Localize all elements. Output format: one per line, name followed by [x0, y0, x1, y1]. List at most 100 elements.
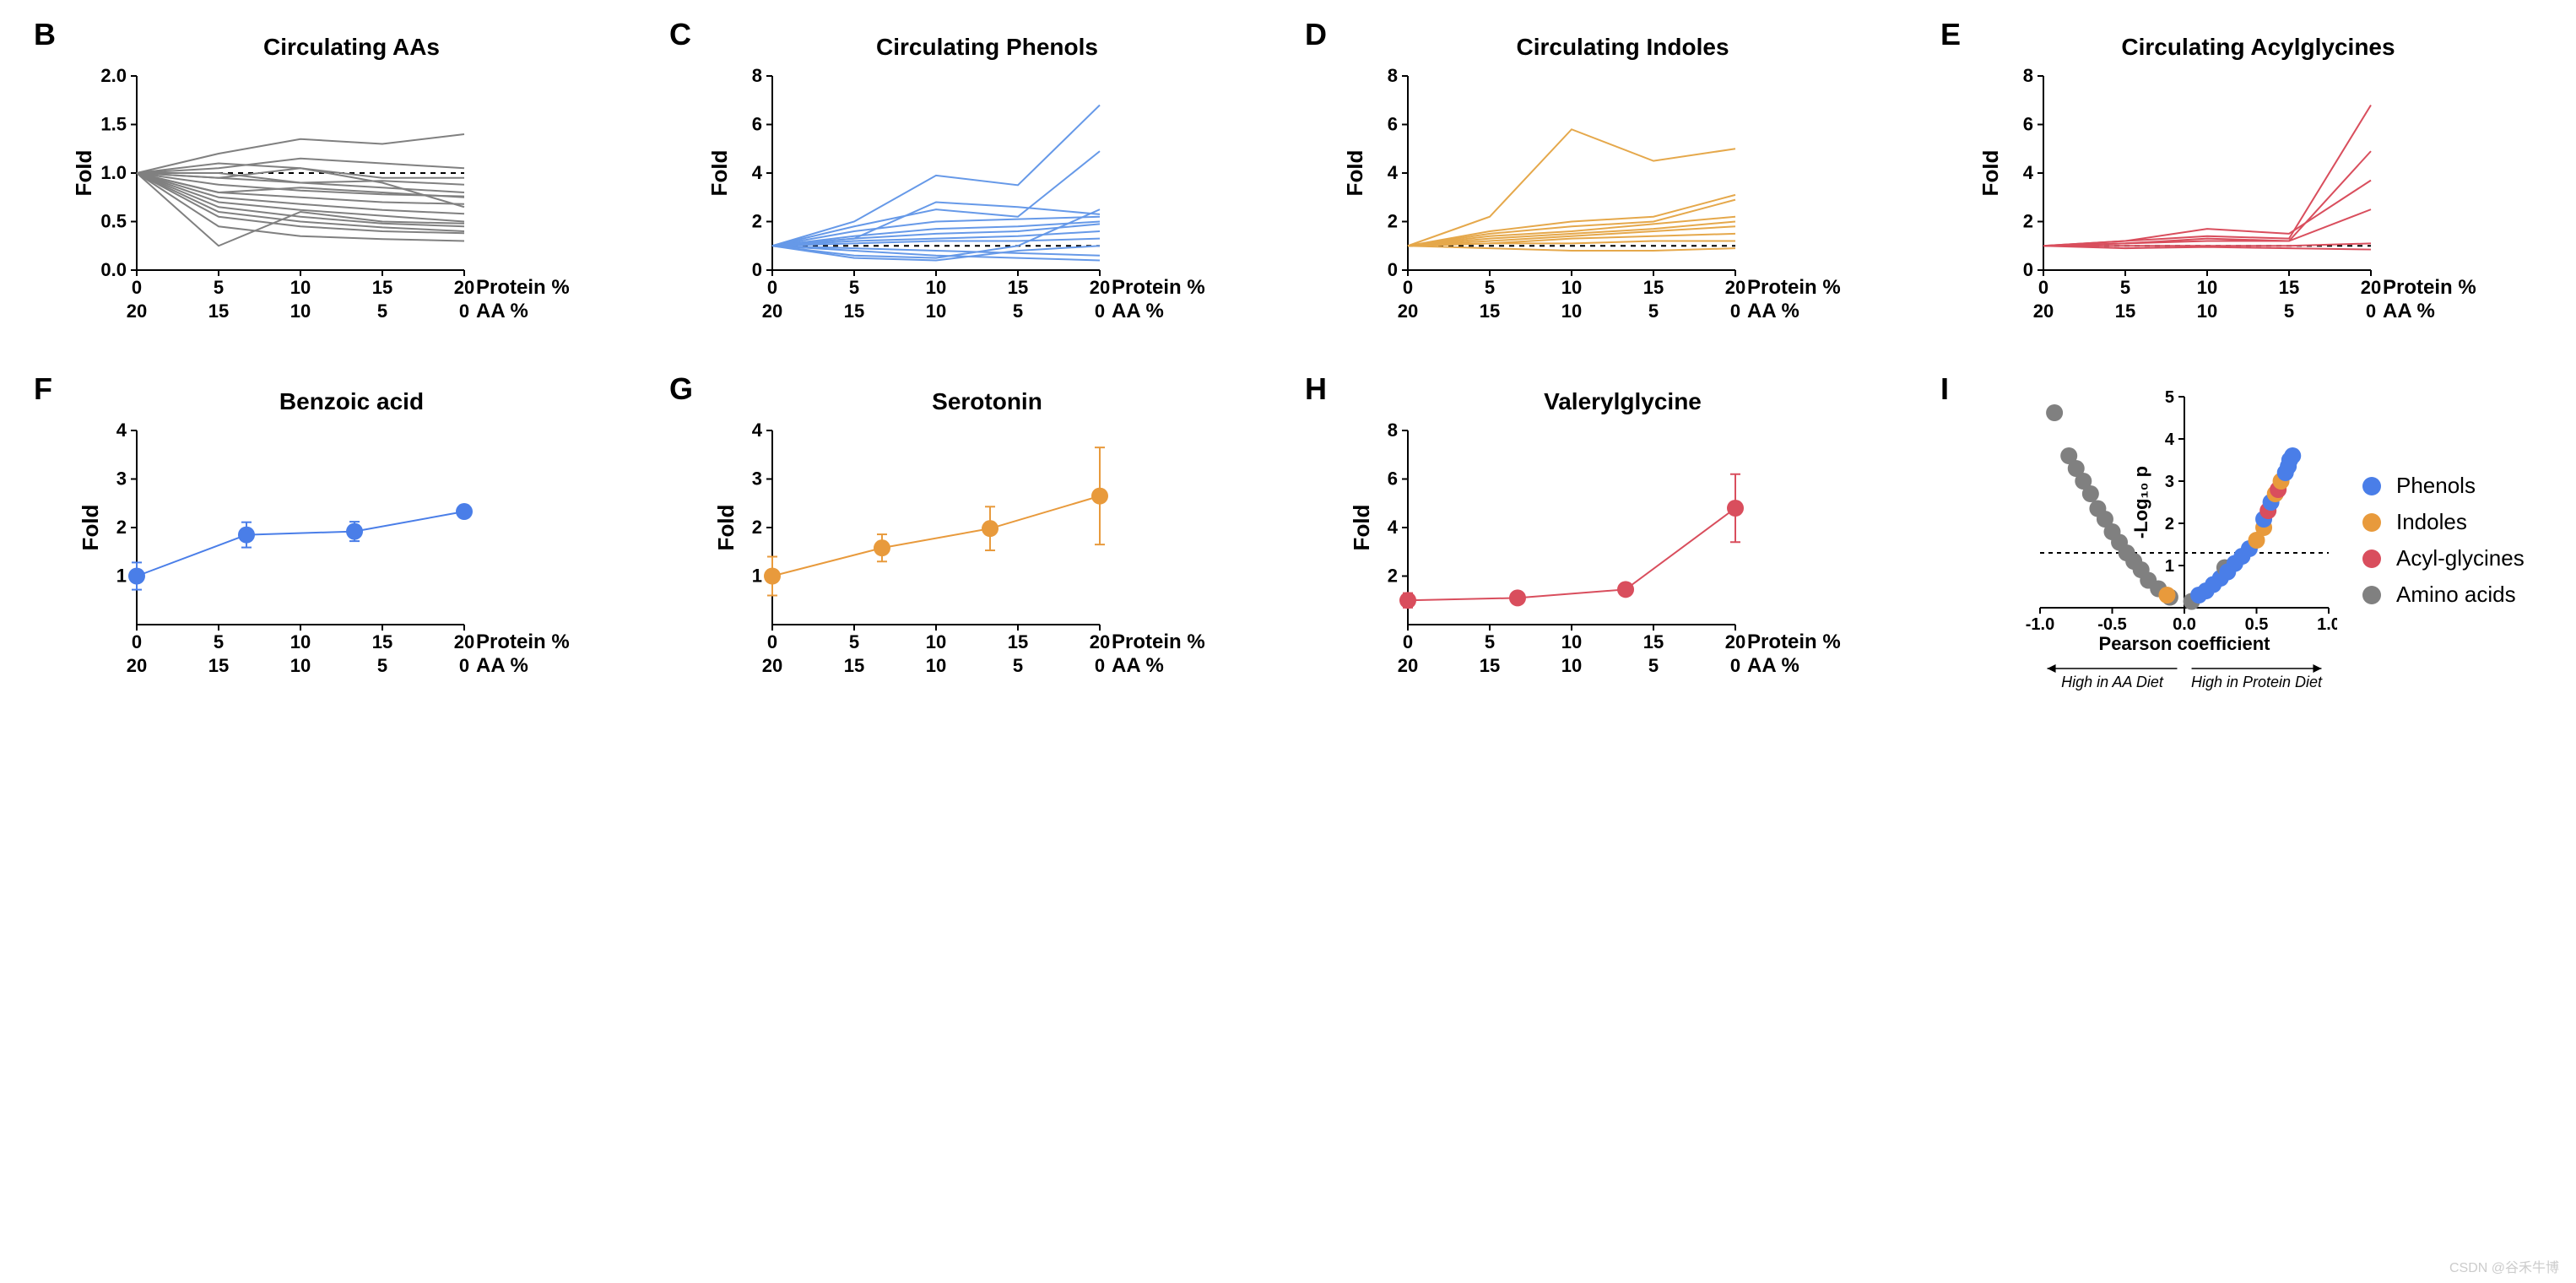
legend-dot-icon — [2362, 586, 2381, 604]
svg-text:2: 2 — [2023, 211, 2033, 232]
chart-title: Circulating Indoles — [1347, 34, 1898, 61]
svg-text:10: 10 — [1561, 277, 1582, 298]
svg-text:Fold: Fold — [713, 505, 739, 551]
svg-text:20: 20 — [454, 631, 474, 652]
legend: PhenolsIndolesAcyl-glycinesAmino acids — [2337, 463, 2525, 618]
svg-text:0: 0 — [1730, 655, 1740, 676]
svg-text:5: 5 — [849, 631, 859, 652]
legend-label: Acyl-glycines — [2396, 545, 2525, 571]
svg-text:5: 5 — [1485, 631, 1495, 652]
svg-text:Fold: Fold — [1983, 150, 2003, 197]
chart-title: Circulating Phenols — [712, 34, 1263, 61]
svg-text:10: 10 — [926, 655, 946, 676]
svg-text:0: 0 — [1403, 277, 1413, 298]
legend-label: Phenols — [2396, 473, 2476, 499]
svg-text:5: 5 — [2120, 277, 2130, 298]
svg-text:15: 15 — [1643, 277, 1664, 298]
svg-text:8: 8 — [1388, 68, 1398, 86]
svg-text:-Log₁₀ p: -Log₁₀ p — [2130, 466, 2151, 539]
svg-text:10: 10 — [290, 655, 311, 676]
svg-text:4: 4 — [2023, 162, 2034, 183]
svg-text:20: 20 — [762, 300, 782, 322]
legend-item: Indoles — [2362, 509, 2525, 535]
svg-text:Fold: Fold — [1349, 505, 1374, 551]
svg-text:15: 15 — [372, 631, 392, 652]
svg-text:-1.0: -1.0 — [2026, 615, 2054, 634]
svg-text:10: 10 — [2197, 300, 2217, 322]
svg-text:AA %: AA % — [2383, 300, 2435, 322]
svg-text:1.5: 1.5 — [100, 114, 127, 135]
svg-text:15: 15 — [844, 655, 864, 676]
svg-text:Protein %: Protein % — [1112, 631, 1205, 653]
svg-text:2.0: 2.0 — [100, 68, 127, 86]
svg-text:0: 0 — [1095, 655, 1105, 676]
figure-grid: B Circulating AAs 0.00.51.01.52.0Fold020… — [34, 17, 2542, 701]
svg-text:High in AA Diet: High in AA Diet — [2061, 674, 2164, 690]
chart-title: Valerylglycine — [1347, 388, 1898, 415]
svg-text:AA %: AA % — [1112, 654, 1164, 677]
svg-text:4: 4 — [752, 162, 763, 183]
svg-text:0.0: 0.0 — [2173, 615, 2196, 634]
panel-i: I 12345-1.0-0.50.00.51.0-Log₁₀ pPearson … — [1940, 371, 2542, 701]
svg-text:0: 0 — [767, 631, 777, 652]
svg-text:4: 4 — [2165, 430, 2175, 449]
chart-svg: 12345-1.0-0.50.00.51.0-Log₁₀ pPearson co… — [1983, 388, 2337, 692]
svg-text:10: 10 — [1561, 631, 1582, 652]
svg-text:3: 3 — [2165, 473, 2174, 491]
svg-text:0: 0 — [2366, 300, 2376, 322]
svg-text:0: 0 — [459, 655, 469, 676]
svg-text:15: 15 — [208, 655, 229, 676]
svg-text:20: 20 — [1725, 631, 1745, 652]
chart-svg: 0.00.51.01.52.0Fold0205151010155200Prote… — [76, 68, 616, 338]
svg-text:0: 0 — [132, 277, 142, 298]
svg-text:Protein %: Protein % — [476, 276, 570, 299]
svg-text:1: 1 — [2165, 557, 2174, 576]
svg-text:5: 5 — [377, 655, 387, 676]
svg-text:Fold: Fold — [1347, 150, 1367, 197]
panel-letter: G — [669, 371, 693, 407]
svg-text:0: 0 — [752, 259, 762, 280]
panel-letter: D — [1305, 17, 1327, 52]
legend-item: Phenols — [2362, 473, 2525, 499]
svg-text:15: 15 — [1480, 655, 1500, 676]
svg-text:15: 15 — [2115, 300, 2135, 322]
svg-text:Protein %: Protein % — [1747, 631, 1841, 653]
svg-text:0.0: 0.0 — [100, 259, 127, 280]
svg-text:20: 20 — [127, 655, 147, 676]
chart-svg: 02468Fold0205151010155200Protein %AA % — [1347, 68, 1887, 338]
legend-label: Indoles — [2396, 509, 2467, 535]
svg-text:Protein %: Protein % — [1747, 276, 1841, 299]
svg-text:10: 10 — [290, 631, 311, 652]
svg-text:0.5: 0.5 — [100, 211, 127, 232]
svg-text:AA %: AA % — [1747, 654, 1799, 677]
svg-text:0.5: 0.5 — [2245, 615, 2269, 634]
svg-text:15: 15 — [1008, 631, 1028, 652]
svg-text:2: 2 — [2165, 515, 2174, 533]
svg-text:0: 0 — [1403, 631, 1413, 652]
svg-text:4: 4 — [116, 422, 127, 441]
panel-e: E Circulating Acylglycines 02468Fold0205… — [1940, 17, 2542, 346]
svg-text:Protein %: Protein % — [476, 631, 570, 653]
svg-text:10: 10 — [926, 300, 946, 322]
svg-text:1.0: 1.0 — [2317, 615, 2337, 634]
svg-text:20: 20 — [1398, 300, 1418, 322]
svg-text:5: 5 — [214, 277, 224, 298]
svg-text:Fold: Fold — [712, 150, 732, 197]
svg-text:6: 6 — [1388, 114, 1398, 135]
svg-text:20: 20 — [762, 655, 782, 676]
svg-text:6: 6 — [2023, 114, 2033, 135]
svg-text:5: 5 — [1013, 655, 1023, 676]
svg-text:Pearson coefficient: Pearson coefficient — [2099, 633, 2271, 654]
svg-text:5: 5 — [1013, 300, 1023, 322]
svg-text:20: 20 — [1090, 277, 1110, 298]
svg-text:10: 10 — [1561, 300, 1582, 322]
svg-text:Fold: Fold — [76, 150, 96, 197]
svg-text:8: 8 — [2023, 68, 2033, 86]
svg-text:15: 15 — [372, 277, 392, 298]
svg-text:0: 0 — [1388, 259, 1398, 280]
svg-text:8: 8 — [1388, 422, 1398, 441]
svg-text:1.0: 1.0 — [100, 162, 127, 183]
svg-text:15: 15 — [2279, 277, 2299, 298]
chart-svg: 02468Fold0205151010155200Protein %AA % — [1983, 68, 2523, 338]
svg-text:5: 5 — [849, 277, 859, 298]
